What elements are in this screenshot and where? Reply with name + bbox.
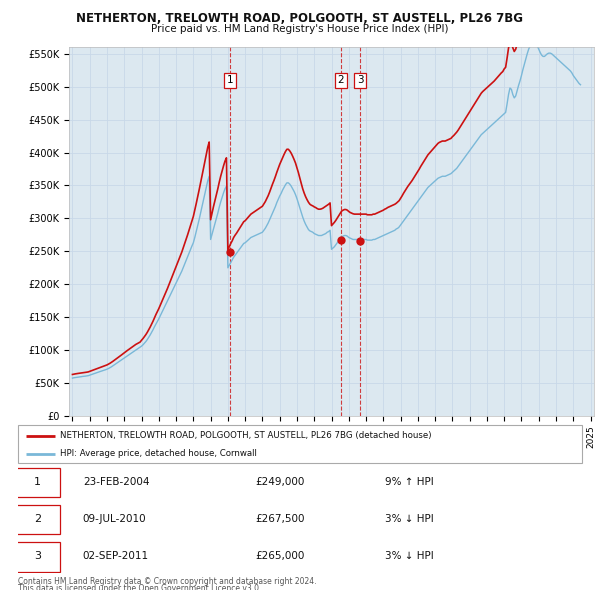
Text: NETHERTON, TRELOWTH ROAD, POLGOOTH, ST AUSTELL, PL26 7BG: NETHERTON, TRELOWTH ROAD, POLGOOTH, ST A… [77, 12, 523, 25]
Text: £249,000: £249,000 [255, 477, 304, 487]
Text: 23-FEB-2004: 23-FEB-2004 [83, 477, 149, 487]
FancyBboxPatch shape [15, 542, 60, 572]
FancyBboxPatch shape [15, 468, 60, 497]
Text: NETHERTON, TRELOWTH ROAD, POLGOOTH, ST AUSTELL, PL26 7BG (detached house): NETHERTON, TRELOWTH ROAD, POLGOOTH, ST A… [60, 431, 432, 440]
Text: 2: 2 [337, 75, 344, 85]
Text: 09-JUL-2010: 09-JUL-2010 [83, 514, 146, 524]
Text: 3: 3 [357, 75, 364, 85]
Text: Contains HM Land Registry data © Crown copyright and database right 2024.: Contains HM Land Registry data © Crown c… [18, 577, 317, 586]
FancyBboxPatch shape [15, 505, 60, 535]
Text: 1: 1 [227, 75, 233, 85]
Text: 1: 1 [34, 477, 41, 487]
Text: 2: 2 [34, 514, 41, 524]
Text: This data is licensed under the Open Government Licence v3.0.: This data is licensed under the Open Gov… [18, 584, 262, 590]
FancyBboxPatch shape [18, 425, 582, 463]
Text: £267,500: £267,500 [255, 514, 304, 524]
Text: HPI: Average price, detached house, Cornwall: HPI: Average price, detached house, Corn… [60, 449, 257, 458]
Text: 9% ↑ HPI: 9% ↑ HPI [385, 477, 433, 487]
Text: Price paid vs. HM Land Registry's House Price Index (HPI): Price paid vs. HM Land Registry's House … [151, 24, 449, 34]
Text: 02-SEP-2011: 02-SEP-2011 [83, 551, 149, 561]
Text: 3% ↓ HPI: 3% ↓ HPI [385, 514, 433, 524]
Text: £265,000: £265,000 [255, 551, 304, 561]
Text: 3% ↓ HPI: 3% ↓ HPI [385, 551, 433, 561]
Text: 3: 3 [34, 551, 41, 561]
